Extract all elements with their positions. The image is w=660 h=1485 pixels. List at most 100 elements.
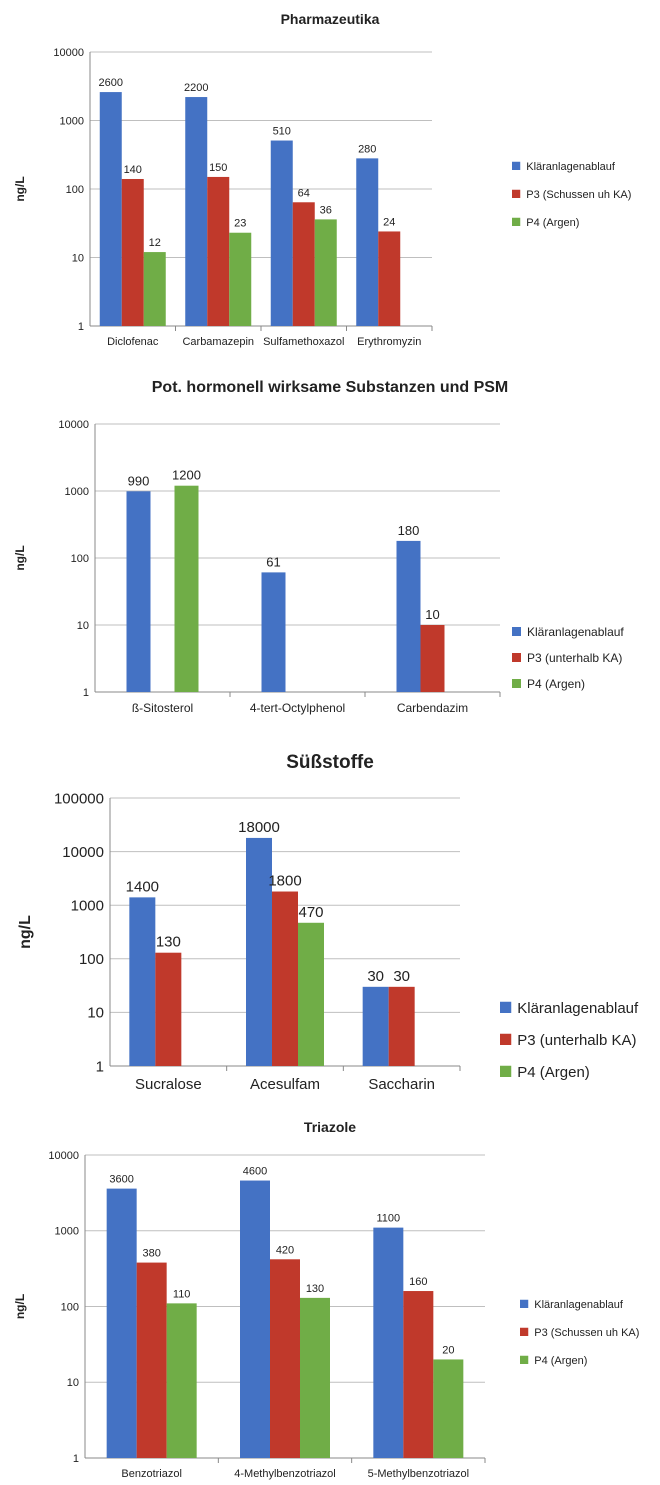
data-label: 4600 <box>243 1166 267 1178</box>
data-label: 61 <box>266 554 280 569</box>
y-tick-label: 10000 <box>53 47 84 59</box>
bar <box>207 176 230 326</box>
x-category-label: Diclofenac <box>107 336 159 348</box>
legend-label: P4 (Argen) <box>517 1064 590 1081</box>
y-tick-label: 10 <box>87 1005 104 1022</box>
bar <box>356 158 379 326</box>
y-axis-label: ng/L <box>13 1294 27 1319</box>
bar <box>129 897 156 1066</box>
x-category-label: 5-Methylbenzotriazol <box>368 1468 470 1480</box>
legend-label: Kläranlagenablauf <box>526 161 616 173</box>
bar <box>272 891 298 1066</box>
legend-swatch <box>520 1299 529 1308</box>
x-category-label: Carbamazepin <box>182 336 254 348</box>
legend-swatch <box>520 1327 529 1336</box>
y-axis-label: ng/L <box>17 915 34 949</box>
legend-label: P3 (Schussen uh KA) <box>526 189 631 201</box>
data-label: 1200 <box>172 468 201 483</box>
bar <box>314 219 337 326</box>
data-label: 2600 <box>99 77 123 89</box>
bar <box>166 1303 197 1458</box>
data-label: 130 <box>156 934 181 951</box>
y-tick-label: 10000 <box>58 419 89 431</box>
legend-swatch <box>512 679 521 688</box>
legend-swatch <box>512 653 521 662</box>
bar <box>136 1262 167 1458</box>
x-category-label: ß-Sitosterol <box>132 701 193 715</box>
bar <box>298 922 324 1066</box>
chart-svg: Pharmazeutika 1 10 100 1000 10000 ng/L 2600 140 1… <box>13 11 631 348</box>
bar <box>174 485 199 692</box>
y-tick-label: 100 <box>61 1301 79 1313</box>
y-tick-label: 10000 <box>62 844 104 861</box>
y-tick-label: 1000 <box>55 1226 79 1238</box>
y-tick-label: 10 <box>72 252 84 264</box>
legend-label: P3 (unterhalb KA) <box>517 1032 636 1049</box>
x-category-label: Saccharin <box>368 1076 435 1093</box>
bar <box>143 252 166 326</box>
chart-title: Süßstoffe <box>286 752 374 773</box>
chart-svg: Pot. hormonell wirksame Substanzen und P… <box>13 379 624 715</box>
data-label: 23 <box>234 218 246 230</box>
data-label: 3600 <box>109 1174 133 1186</box>
bar <box>185 97 208 327</box>
data-label: 160 <box>409 1276 427 1288</box>
bar <box>403 1291 434 1458</box>
data-label: 2200 <box>184 82 208 94</box>
bar <box>396 540 421 692</box>
bar <box>270 1259 300 1458</box>
bar <box>99 92 122 326</box>
data-label: 10 <box>425 607 439 622</box>
x-category-label: Erythromyzin <box>357 336 421 348</box>
x-category-label: Sucralose <box>135 1076 202 1093</box>
bar <box>270 140 293 326</box>
y-tick-label: 1 <box>73 1453 79 1465</box>
data-label: 12 <box>149 237 161 249</box>
y-tick-label: 100 <box>66 184 84 196</box>
chart-title: Pharmazeutika <box>281 11 380 27</box>
legend-label: Kläranlagenablauf <box>517 1000 639 1017</box>
y-axis-label: ng/L <box>13 545 27 570</box>
bar <box>261 572 286 692</box>
chart-title: Pot. hormonell wirksame Substanzen und P… <box>152 379 509 396</box>
chart-svg: Süßstoffe 1 10 100 1000 10000 100000 ng/L 1400 13… <box>17 752 639 1093</box>
legend-label: Kläranlagenablauf <box>527 625 624 639</box>
chart-pharmazeutika: Pharmazeutika 1 10 100 1000 10000 ng/L 2600 140 1… <box>0 0 660 355</box>
chart-title: Triazole <box>304 1119 356 1135</box>
y-tick-label: 1000 <box>71 897 104 914</box>
data-label: 30 <box>393 968 410 985</box>
data-label: 1800 <box>268 873 301 890</box>
legend-label: P3 (Schussen uh KA) <box>534 1327 639 1339</box>
y-tick-label: 1 <box>78 321 84 333</box>
y-tick-label: 1000 <box>65 486 89 498</box>
legend-swatch <box>500 1033 512 1045</box>
data-label: 30 <box>367 968 384 985</box>
y-tick-label: 1 <box>96 1058 104 1075</box>
data-label: 280 <box>358 143 376 155</box>
bar <box>420 625 445 692</box>
legend-swatch <box>512 161 521 170</box>
bar <box>121 178 144 326</box>
x-category-label: 4-tert-Octylphenol <box>250 701 345 715</box>
bar <box>362 986 389 1066</box>
legend-swatch <box>500 1001 512 1013</box>
data-label: 18000 <box>238 819 280 836</box>
y-tick-label: 100 <box>71 553 89 565</box>
bar <box>229 232 252 326</box>
bar <box>246 837 272 1066</box>
y-axis-label: ng/L <box>13 176 27 201</box>
legend-label: P4 (Argen) <box>534 1355 587 1367</box>
data-label: 150 <box>209 162 227 174</box>
data-label: 470 <box>298 904 323 921</box>
chart-triazole: Triazole 1 10 100 1000 10000 ng/L 3600 380 110 Ben… <box>0 1110 660 1485</box>
x-category-label: 4-Methylbenzotriazol <box>234 1468 336 1480</box>
legend-swatch <box>520 1355 529 1364</box>
data-label: 110 <box>173 1288 191 1300</box>
x-category-label: Benzotriazol <box>121 1468 182 1480</box>
data-label: 36 <box>320 204 332 216</box>
legend-label: P3 (unterhalb KA) <box>527 651 622 665</box>
y-tick-label: 10 <box>67 1377 79 1389</box>
data-label: 990 <box>128 473 150 488</box>
bar <box>300 1297 330 1458</box>
bar <box>433 1359 464 1458</box>
